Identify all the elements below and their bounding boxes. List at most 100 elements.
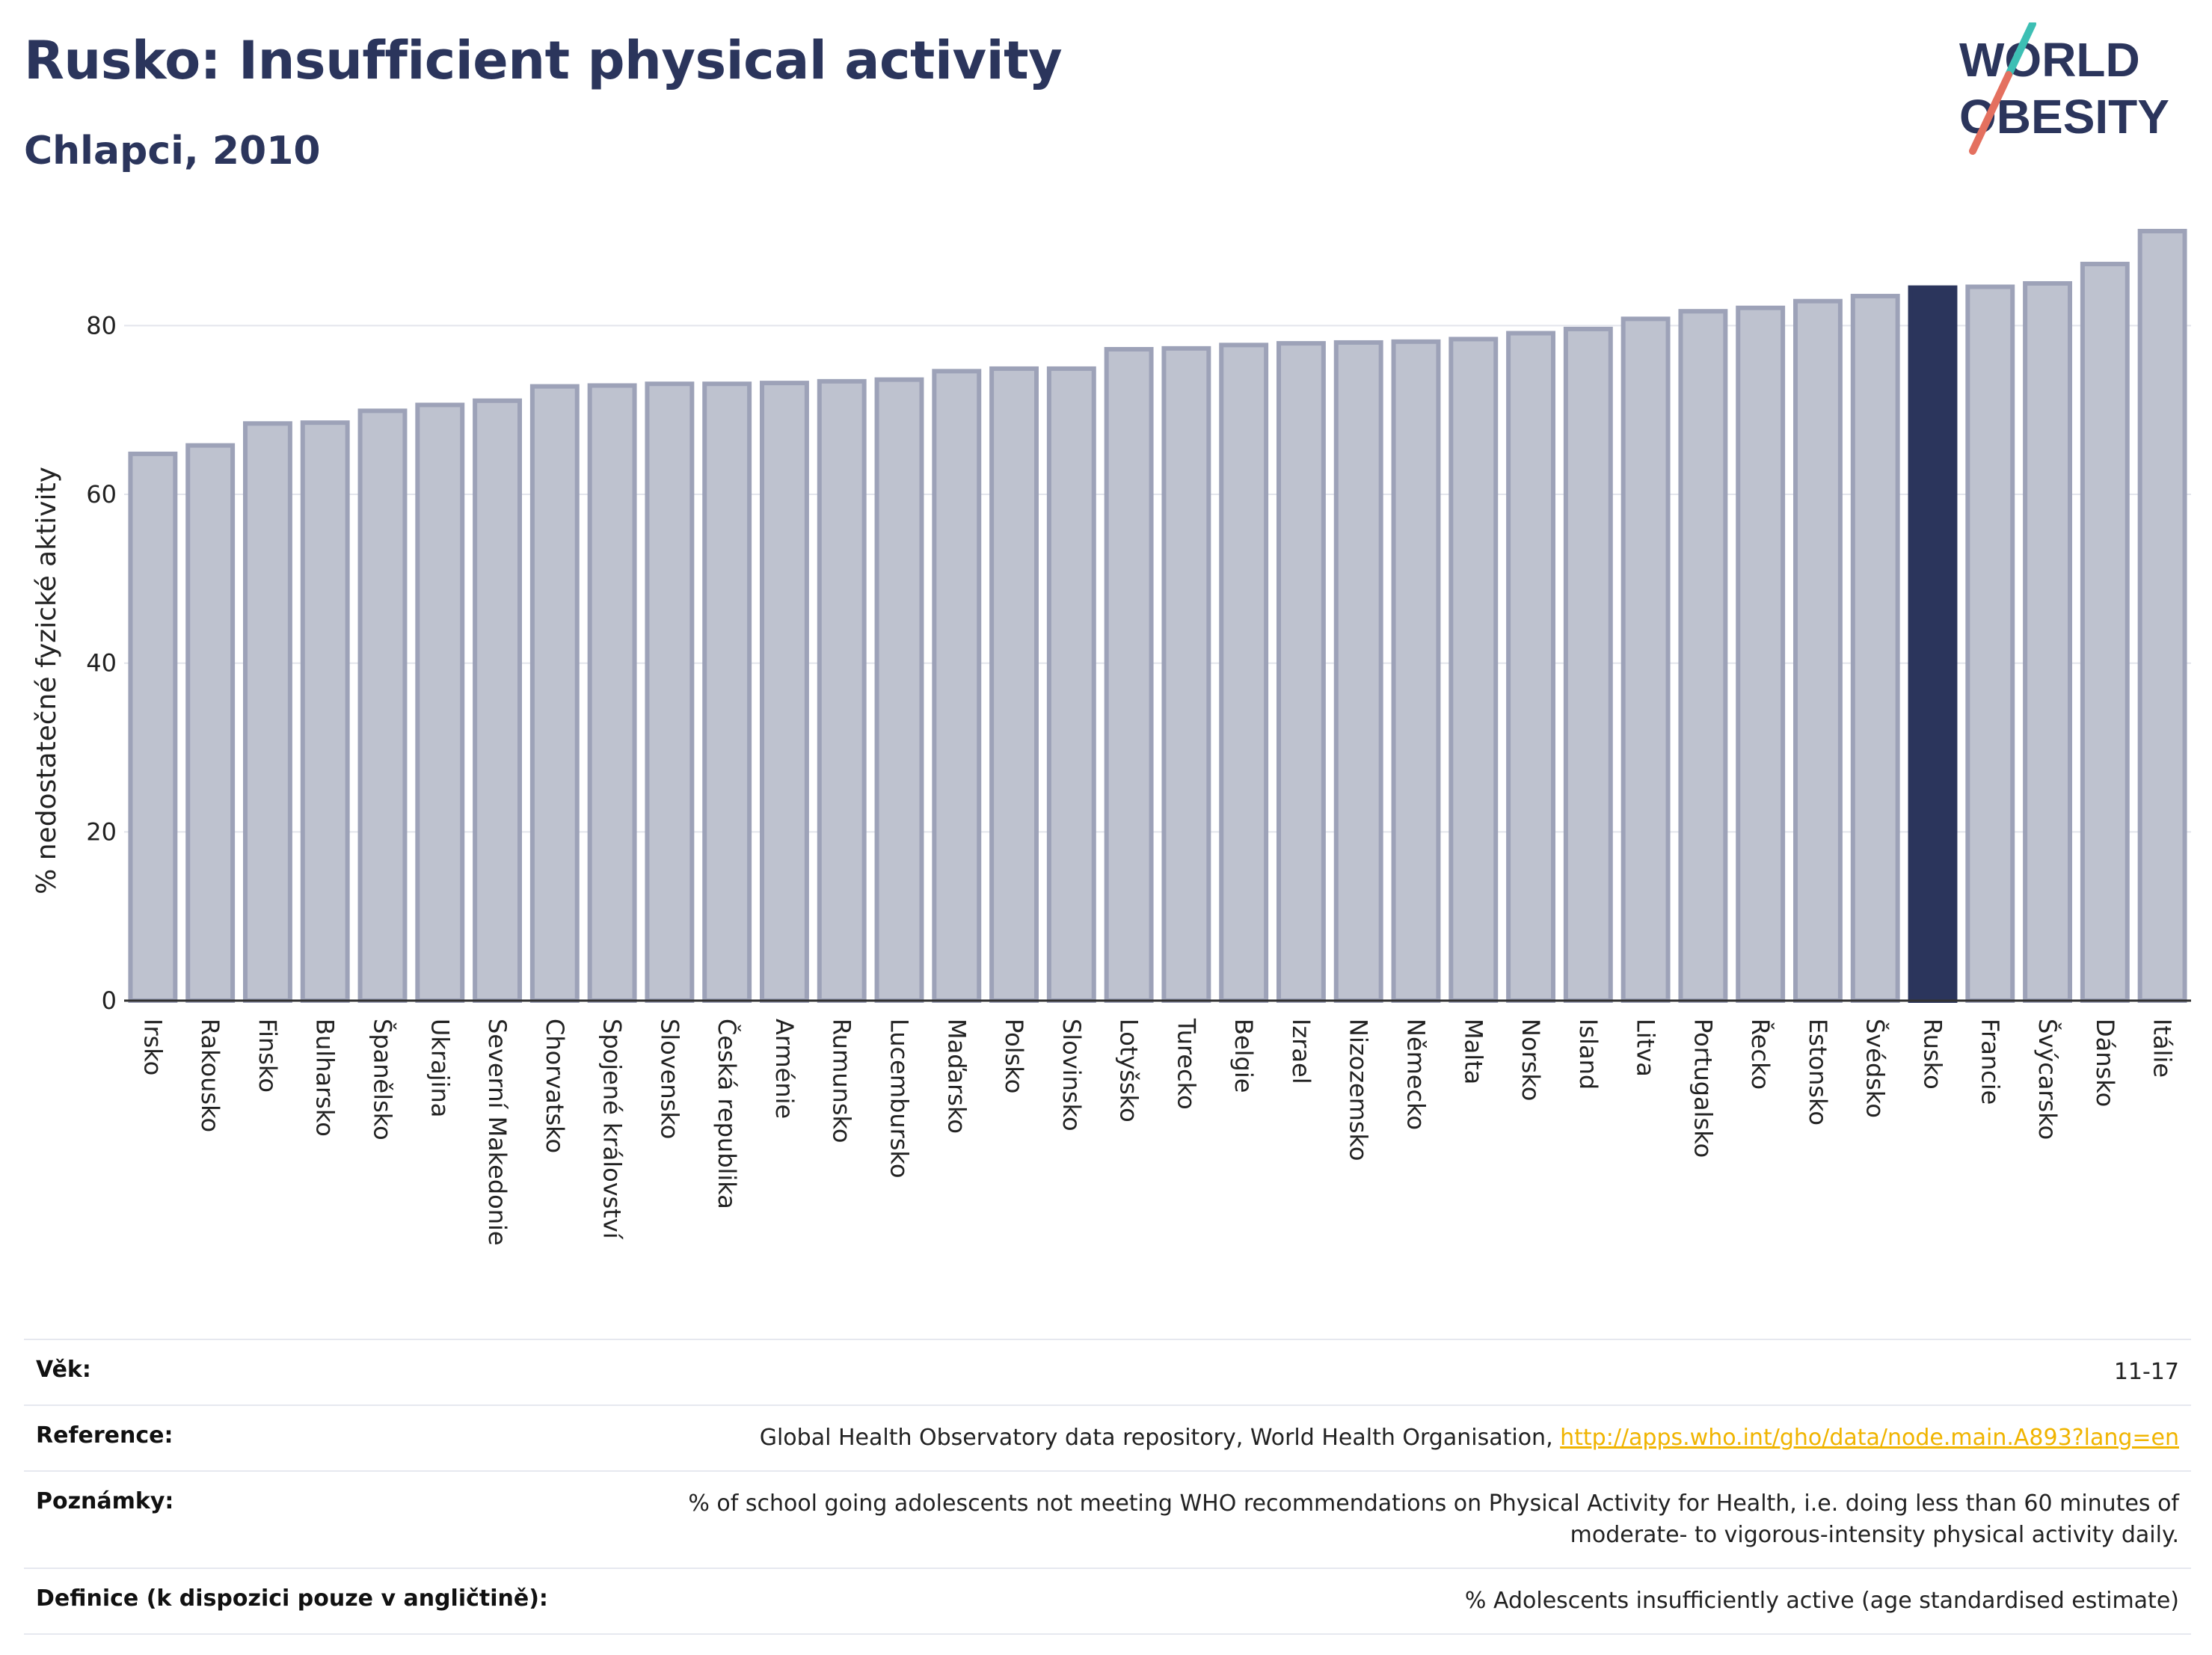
category-label: Švýcarsko (2033, 1019, 2062, 1140)
bar-Itálie (2137, 229, 2187, 1003)
bar-Irsko (128, 451, 178, 1003)
category-label: Polsko (1000, 1019, 1028, 1093)
category-label: Slovensko (655, 1019, 683, 1139)
bar-Bulharsko (300, 420, 350, 1003)
category-label: Izrael (1287, 1019, 1315, 1084)
bar-Severní Makedonie (473, 398, 522, 1003)
category-label: Bulharsko (311, 1019, 340, 1137)
category-label: Norsko (1517, 1019, 1545, 1101)
category-labels: Irsko Rakousko Finsko Bulharsko Španělsko Ukr… (138, 1018, 2176, 1246)
page-subtitle: Chlapci, 2010 (24, 129, 321, 174)
category-label: Turecko (1172, 1018, 1200, 1110)
bar-Rakousko (185, 443, 236, 1003)
bar-Řecko (1736, 305, 1786, 1003)
reference-link[interactable]: http://apps.who.int/gho/data/node.main.A… (1560, 1425, 2179, 1451)
category-label: Arménie (770, 1019, 799, 1119)
y-tick-label: 60 (86, 480, 117, 509)
category-label: Španělsko (369, 1019, 398, 1140)
bar-Slovinsko (1046, 366, 1096, 1003)
footer-value: % Adolescents insufficiently active (age… (1464, 1588, 2179, 1614)
bar-Španělsko (357, 408, 408, 1003)
y-axis-title: % nedostatečné fyzické aktivity (31, 467, 62, 894)
category-label: Nizozemsko (1345, 1019, 1373, 1161)
y-tick-label: 40 (86, 649, 117, 678)
footer-label: Věk: (36, 1357, 91, 1383)
category-label: Lucembursko (885, 1019, 914, 1178)
bar-Chorvatsko (529, 384, 580, 1003)
footer-row-notes: Poznámky: % of school going adolescents … (24, 1470, 2191, 1568)
footer-table: Věk: 11-17 Reference: Global Health Obse… (24, 1339, 2191, 1635)
footer-row-definition: Definice (k dispozici pouze v angličtině… (24, 1568, 2191, 1635)
bar-Nizozemsko (1333, 340, 1383, 1003)
bar-Švédsko (1850, 293, 1900, 1003)
bar-Island (1563, 326, 1613, 1003)
bar-Lucembursko (874, 377, 924, 1004)
footer-row-reference: Reference: Global Health Observatory dat… (24, 1404, 2191, 1470)
category-label: Německo (1402, 1019, 1431, 1130)
reference-text: Global Health Observatory data repositor… (759, 1425, 1561, 1451)
bar-chart: 0 20 40 60 80 Irsko Rakousko Finsko Bulharsko Šp… (31, 229, 2191, 1246)
category-label: Rumunsko (828, 1019, 856, 1143)
bar-Turecko (1161, 346, 1211, 1003)
bar-Polsko (989, 366, 1039, 1003)
category-label: Itálie (2148, 1019, 2177, 1078)
grid-lines (124, 325, 2191, 833)
footer-value: Global Health Observatory data repositor… (760, 1422, 2179, 1454)
bar-Švýcarsko (2023, 280, 2072, 1003)
bar-Norsko (1506, 331, 1555, 1003)
bar-Francie (1965, 284, 2015, 1003)
category-label: Portugalsko (1689, 1019, 1717, 1158)
svg-text:WORLD: WORLD (1959, 33, 2140, 87)
category-label: Ukrajina (425, 1019, 454, 1117)
bar-Ukrajina (415, 402, 465, 1003)
category-label: Rusko (1919, 1019, 1947, 1090)
category-label: Lotyšsko (1115, 1019, 1143, 1123)
y-tick-label: 0 (102, 986, 117, 1015)
category-label: Francie (1976, 1019, 2004, 1105)
footer-label: Definice (k dispozici pouze v angličtině… (36, 1585, 548, 1612)
world-obesity-logo: WORLD OBESITY (1959, 22, 2169, 155)
bar-Slovensko (645, 381, 695, 1003)
bar-Finsko (243, 421, 292, 1003)
bar-Lotyšsko (1104, 346, 1154, 1003)
category-label: Belgie (1229, 1019, 1258, 1093)
bar-Litva (1620, 316, 1671, 1003)
category-label: Finsko (254, 1019, 282, 1093)
footer-row-age: Věk: 11-17 (24, 1339, 2191, 1404)
bar-Malta (1448, 337, 1499, 1003)
category-label: Irsko (138, 1019, 167, 1075)
footer-label: Poznámky: (36, 1488, 174, 1514)
bar-Česká republika (702, 381, 752, 1003)
category-label: Dánsko (2091, 1019, 2119, 1107)
bar-Rusko (1908, 285, 1958, 1003)
footer-label: Reference: (36, 1422, 173, 1449)
category-label: Slovinsko (1057, 1019, 1086, 1132)
page-title: Rusko: Insufficient physical activity (24, 30, 1063, 91)
y-tick-labels: 0 20 40 60 80 (86, 311, 117, 1015)
bar-Estonsko (1793, 298, 1843, 1003)
bar-Spojené království (587, 383, 637, 1003)
category-label: Švédsko (1861, 1019, 1890, 1118)
y-tick-label: 20 (86, 817, 117, 846)
bar-Arménie (760, 381, 809, 1003)
category-label: Rakousko (196, 1019, 224, 1132)
bar-Dánsko (2080, 262, 2130, 1003)
category-label: Spojené království (598, 1019, 627, 1240)
category-label: Island (1574, 1019, 1603, 1090)
category-label: Maďarsko (942, 1019, 971, 1134)
category-label: Malta (1459, 1019, 1487, 1084)
bar-Německo (1391, 339, 1441, 1003)
bar-Belgie (1219, 343, 1269, 1003)
bar-Izrael (1276, 341, 1326, 1003)
category-label: Řecko (1746, 1019, 1775, 1090)
category-label: Litva (1632, 1019, 1660, 1077)
y-tick-label: 80 (86, 311, 117, 340)
bar-Maďarsko (932, 369, 982, 1003)
bar-Portugalsko (1678, 309, 1728, 1003)
footer-value: % of school going adolescents not meetin… (688, 1490, 2179, 1548)
category-label: Česká republika (713, 1019, 742, 1209)
category-label: Chorvatsko (541, 1019, 569, 1153)
footer-value: 11-17 (2113, 1359, 2179, 1385)
bars (128, 229, 2187, 1004)
bar-Rumunsko (817, 378, 867, 1004)
